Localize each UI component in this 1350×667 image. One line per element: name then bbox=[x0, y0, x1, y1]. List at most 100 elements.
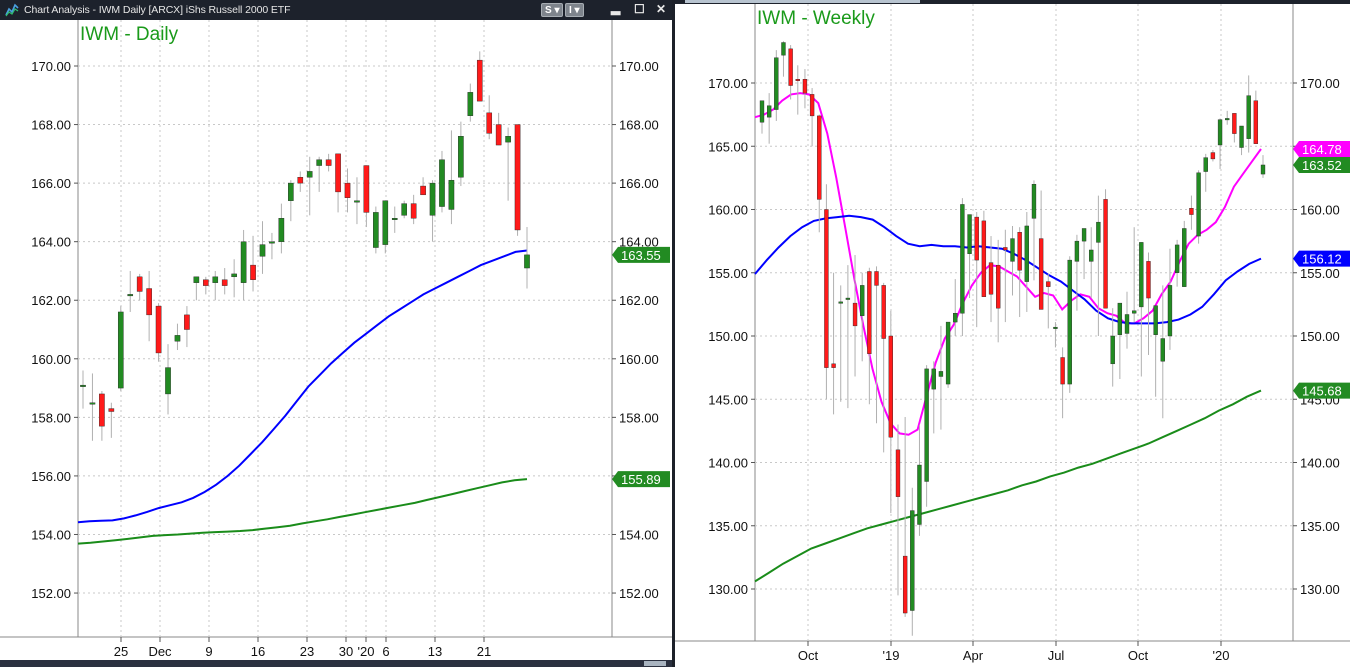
candle bbox=[316, 156, 322, 192]
y-axis-tick-label: 130.00 bbox=[1300, 582, 1340, 597]
candle bbox=[117, 306, 124, 392]
candle bbox=[165, 344, 171, 415]
candle bbox=[420, 177, 426, 196]
candle bbox=[895, 424, 901, 596]
y-axis-tick-label: 155.00 bbox=[1300, 266, 1340, 281]
candle bbox=[467, 83, 474, 122]
y-axis-tick-label: 168.00 bbox=[31, 118, 71, 133]
candle bbox=[1132, 227, 1137, 323]
candle bbox=[439, 150, 445, 213]
maximize-icon[interactable]: ☐ bbox=[634, 2, 645, 16]
candle bbox=[824, 184, 829, 400]
candle bbox=[514, 124, 521, 236]
close-icon[interactable]: ✕ bbox=[656, 2, 667, 16]
candle bbox=[193, 276, 200, 301]
candle bbox=[917, 424, 922, 536]
candle bbox=[996, 239, 1001, 343]
y-axis-tick-label: 168.00 bbox=[619, 118, 659, 133]
candle bbox=[203, 276, 209, 295]
moving-average-line bbox=[77, 249, 528, 524]
daily-chart-window: Chart Analysis - IWM Daily [ARCX] iShs R… bbox=[0, 0, 672, 667]
candle bbox=[1174, 239, 1180, 287]
x-axis-tick-label: 9 bbox=[205, 644, 212, 659]
candle bbox=[410, 194, 417, 225]
candle bbox=[363, 165, 370, 228]
y-axis-tick-label: 166.00 bbox=[31, 176, 71, 191]
candle bbox=[867, 267, 872, 405]
candle bbox=[184, 306, 190, 348]
y-axis-tick-label: 160.00 bbox=[1300, 203, 1340, 218]
candle bbox=[1010, 225, 1015, 296]
candle bbox=[89, 373, 96, 441]
candle bbox=[212, 270, 219, 301]
moving-average-line bbox=[754, 389, 1262, 583]
svg-text:163.52: 163.52 bbox=[1302, 158, 1342, 173]
candle bbox=[910, 487, 915, 636]
y-axis-tick-label: 140.00 bbox=[1300, 456, 1340, 471]
candle bbox=[1253, 90, 1259, 144]
moving-average-line bbox=[754, 214, 1262, 325]
horizontal-scrollbar[interactable] bbox=[0, 660, 672, 667]
style-menu-button[interactable]: S ▾ bbox=[541, 3, 564, 17]
svg-text:155.89: 155.89 bbox=[621, 472, 661, 487]
candle bbox=[80, 370, 86, 409]
candle bbox=[486, 95, 493, 140]
y-axis-tick-label: 170.00 bbox=[619, 59, 659, 74]
x-axis-tick-label: Dec bbox=[148, 644, 172, 659]
svg-text:164.78: 164.78 bbox=[1302, 142, 1342, 157]
candle bbox=[354, 177, 360, 225]
x-axis-tick-label: 21 bbox=[477, 644, 491, 659]
candle bbox=[1024, 212, 1029, 312]
price-label-badge: 155.89 bbox=[612, 471, 670, 488]
candle bbox=[1182, 220, 1187, 287]
candle bbox=[1074, 234, 1080, 311]
price-label-badge: 163.55 bbox=[612, 246, 670, 263]
y-axis-tick-label: 152.00 bbox=[619, 586, 659, 601]
candle bbox=[1103, 189, 1108, 309]
daily-candlestick-chart[interactable]: 170.00 170.00 168.00 168.00 166.00 166.00 164.… bbox=[0, 20, 672, 667]
y-axis-tick-label: 135.00 bbox=[708, 519, 748, 534]
candle bbox=[344, 168, 351, 213]
candle bbox=[1017, 227, 1022, 318]
candle bbox=[960, 198, 965, 336]
candle bbox=[382, 200, 389, 254]
candle bbox=[1225, 110, 1230, 125]
y-axis-tick-label: 162.00 bbox=[619, 293, 659, 308]
candle bbox=[259, 221, 266, 274]
y-axis-tick-label: 140.00 bbox=[708, 456, 748, 471]
minimize-icon[interactable]: ▂ bbox=[611, 1, 621, 15]
candle bbox=[1232, 113, 1237, 143]
candle bbox=[306, 156, 313, 216]
candle bbox=[902, 416, 908, 617]
y-axis-tick-label: 150.00 bbox=[1300, 329, 1340, 344]
candle bbox=[1067, 256, 1072, 393]
candle bbox=[1003, 229, 1008, 323]
window-tab[interactable] bbox=[685, 0, 920, 3]
candle bbox=[838, 285, 843, 402]
y-axis-tick-label: 156.00 bbox=[31, 469, 71, 484]
indicator-menu-button[interactable]: I ▾ bbox=[565, 3, 584, 17]
y-axis-tick-label: 135.00 bbox=[1300, 519, 1340, 534]
x-axis-tick-label: '20 bbox=[1213, 648, 1230, 663]
chart-background bbox=[0, 20, 672, 667]
candle bbox=[373, 206, 379, 254]
weekly-candlestick-chart[interactable]: 170.00170.00165.00165.00160.00160.00155.… bbox=[675, 4, 1350, 667]
candle bbox=[1053, 322, 1058, 348]
candle bbox=[1196, 170, 1201, 244]
candle bbox=[931, 361, 936, 434]
window-titlebar[interactable]: Chart Analysis - IWM Daily [ARCX] iShs R… bbox=[0, 0, 672, 20]
candle bbox=[1239, 125, 1244, 156]
y-axis-tick-label: 165.00 bbox=[708, 139, 748, 154]
price-label-badge: 145.68 bbox=[1293, 382, 1350, 399]
candle bbox=[1210, 150, 1216, 162]
scrollbar-thumb[interactable] bbox=[644, 661, 666, 666]
y-axis-tick-label: 170.00 bbox=[708, 76, 748, 91]
window-top-strip bbox=[675, 0, 1350, 4]
price-label-badge: 164.78 bbox=[1293, 141, 1350, 157]
chart-title: IWM - Daily bbox=[80, 24, 179, 45]
candle bbox=[938, 325, 944, 430]
candle bbox=[1260, 155, 1266, 178]
y-axis-tick-label: 130.00 bbox=[708, 582, 748, 597]
candle bbox=[325, 153, 332, 172]
candle bbox=[1089, 227, 1094, 299]
